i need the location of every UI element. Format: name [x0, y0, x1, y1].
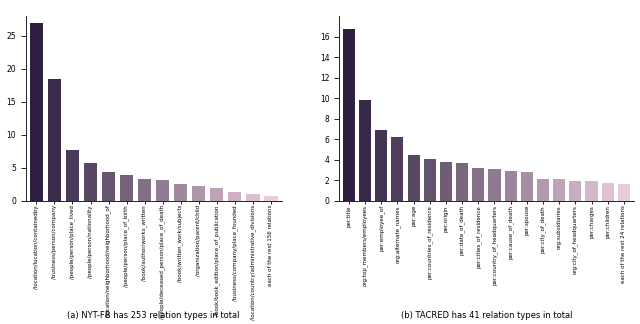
- Bar: [456, 163, 468, 201]
- Bar: [102, 172, 115, 201]
- Bar: [440, 162, 452, 201]
- Bar: [359, 100, 371, 201]
- Bar: [264, 196, 278, 201]
- Bar: [408, 155, 420, 201]
- Bar: [424, 159, 436, 201]
- Bar: [537, 179, 549, 201]
- Bar: [192, 186, 205, 201]
- Bar: [246, 194, 259, 201]
- Bar: [392, 137, 403, 201]
- Bar: [586, 181, 598, 201]
- Bar: [553, 179, 565, 201]
- Bar: [521, 172, 533, 201]
- Bar: [472, 168, 484, 201]
- Bar: [488, 169, 500, 201]
- Text: (b) TACRED has 41 relation types in total: (b) TACRED has 41 relation types in tota…: [401, 310, 572, 319]
- Bar: [618, 184, 630, 201]
- Bar: [84, 163, 97, 201]
- Bar: [120, 175, 133, 201]
- Bar: [375, 130, 387, 201]
- Bar: [29, 23, 43, 201]
- Bar: [504, 171, 516, 201]
- Bar: [156, 180, 170, 201]
- Bar: [570, 181, 581, 201]
- Bar: [228, 192, 241, 201]
- Text: (a) NYT-FB has 253 relation types in total: (a) NYT-FB has 253 relation types in tot…: [67, 310, 240, 319]
- Bar: [174, 184, 188, 201]
- Bar: [602, 183, 614, 201]
- Bar: [66, 150, 79, 201]
- Bar: [48, 79, 61, 201]
- Bar: [210, 188, 223, 201]
- Bar: [343, 29, 355, 201]
- Bar: [138, 179, 151, 201]
